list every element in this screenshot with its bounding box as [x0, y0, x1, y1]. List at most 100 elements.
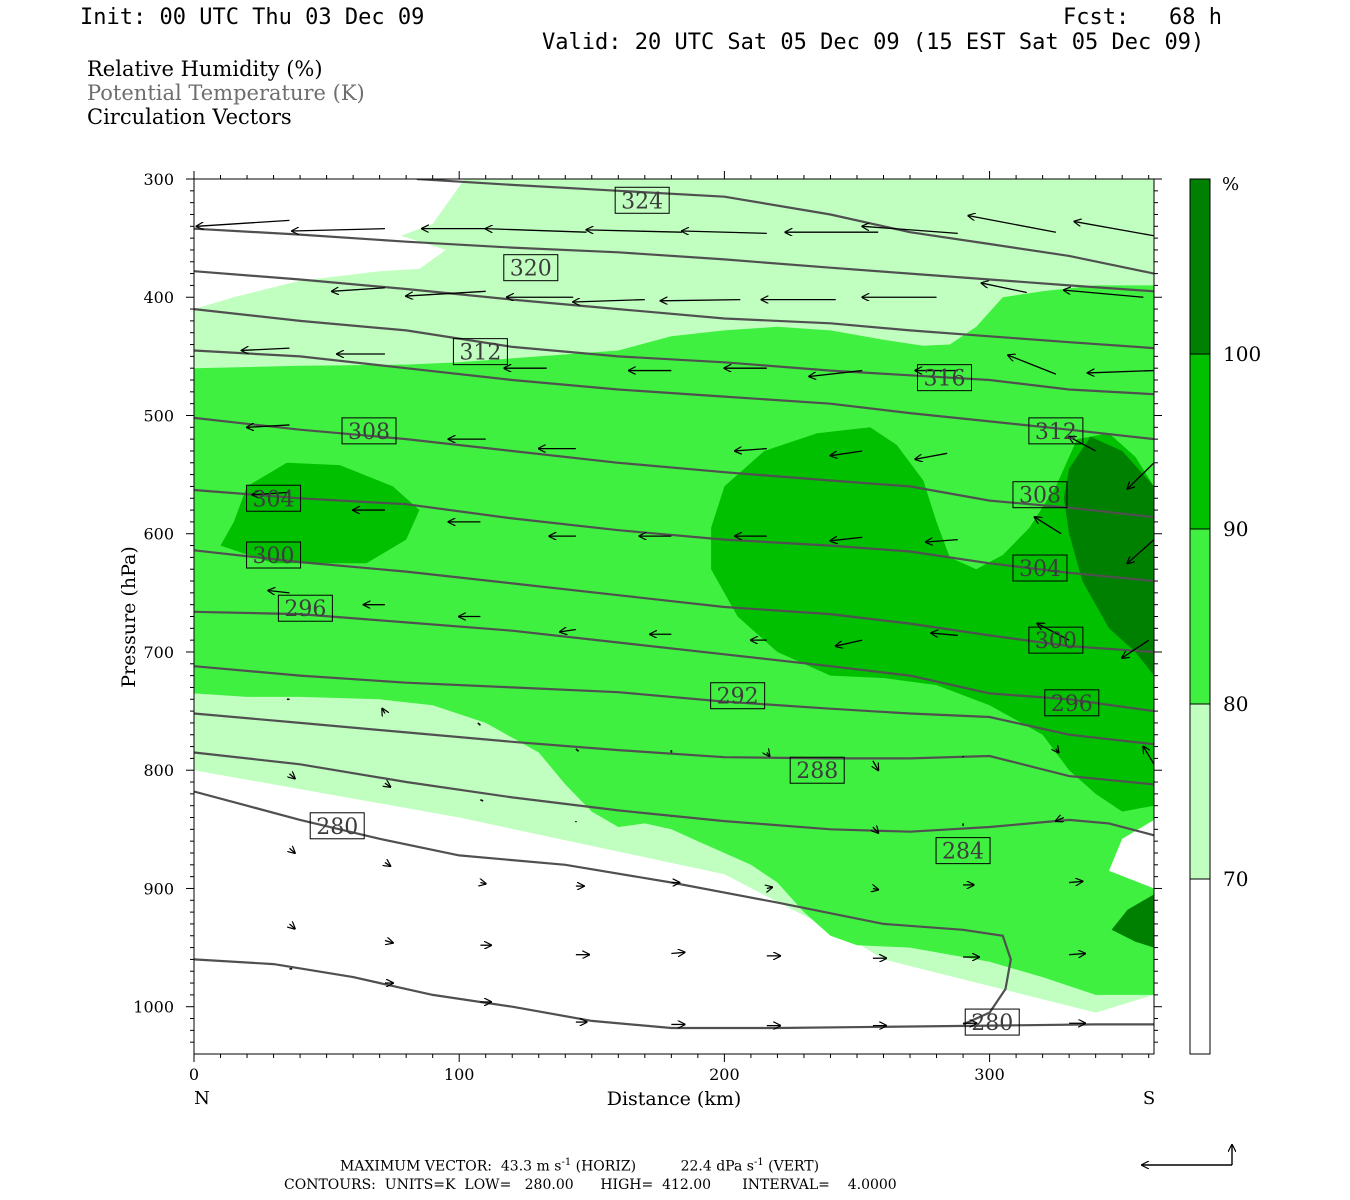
contour-label-300: 300	[1028, 626, 1084, 654]
circulation-vector	[968, 216, 1056, 233]
contour-label-box	[1012, 481, 1068, 509]
circulation-vector	[289, 774, 294, 779]
contour-label-box	[309, 812, 365, 840]
contour-label-text: 300	[253, 544, 295, 569]
circulation-vector	[382, 709, 385, 714]
colorbar-segment	[1189, 353, 1211, 530]
circulation-vector	[1074, 222, 1154, 237]
contour-label-text: 316	[923, 367, 965, 392]
contour-label-text: 296	[1051, 692, 1093, 717]
circulation-vector	[1056, 749, 1059, 753]
circulation-vector	[873, 827, 878, 833]
circulation-vector	[406, 290, 486, 296]
max-horizontal-tag: (HORIZ)	[575, 1158, 637, 1175]
contour-label-324: 324	[614, 186, 670, 214]
colorbar-segment	[1189, 528, 1211, 705]
circulation-vector	[385, 783, 390, 787]
circulation-vector	[1143, 747, 1154, 765]
x-tick-label: 200	[709, 1065, 740, 1084]
isentrope-296	[194, 610, 1154, 713]
circulation-vector	[682, 231, 767, 233]
y-tick-label: 500	[143, 406, 174, 425]
contour-label-text: 320	[510, 257, 552, 282]
contour-label-box	[789, 756, 845, 784]
x-tick-label: 0	[189, 1065, 199, 1084]
contour-label-text: 308	[348, 420, 390, 445]
contour-label-box	[1044, 689, 1100, 717]
circulation-vector	[1088, 371, 1154, 373]
contour-label-box	[246, 541, 302, 569]
circulation-vector	[197, 219, 290, 226]
circulation-vector	[247, 425, 290, 427]
contour-label-text: 292	[717, 685, 759, 710]
contour-label-box	[935, 837, 991, 865]
contour-label-304: 304	[1012, 554, 1068, 582]
circulation-vector	[1122, 639, 1150, 658]
colorbar-level-label: 100	[1223, 342, 1261, 366]
circulation-vector	[873, 760, 878, 770]
circulation-vector	[242, 348, 290, 350]
contour-label-288: 288	[789, 756, 845, 784]
circulation-vector	[573, 300, 645, 302]
contour-label-296: 296	[1044, 689, 1100, 717]
contour-label-320: 320	[503, 254, 559, 282]
isentrope-300	[194, 549, 1154, 654]
circulation-vector	[1037, 624, 1070, 641]
circulation-vector	[671, 952, 684, 953]
isentrope-280	[194, 958, 1154, 1030]
colorbar-level-label: 80	[1223, 692, 1248, 716]
contour-label-box	[1012, 554, 1068, 582]
circulation-vector	[575, 748, 580, 752]
colorbar-segment	[1189, 878, 1211, 1055]
circulation-vector	[915, 452, 948, 459]
contour-label-box	[614, 186, 670, 214]
contour-label-text: 312	[459, 341, 501, 366]
contour-label-box	[1028, 417, 1084, 445]
rh-region-90	[220, 462, 420, 564]
circulation-vector	[1035, 517, 1062, 535]
circulation-vector	[862, 226, 958, 235]
contour-label-text: 296	[284, 597, 326, 622]
isentrope-288	[194, 712, 1154, 786]
title-relative-humidity: Relative Humidity (%)	[87, 57, 323, 81]
contour-label-312: 312	[1028, 417, 1084, 445]
circulation-vector	[486, 229, 587, 233]
circulation-vector	[268, 590, 290, 592]
circulation-vector	[480, 799, 484, 802]
circulation-vector	[735, 449, 767, 451]
isentrope-320	[194, 270, 1154, 350]
title-potential-temperature: Potential Temperature (K)	[87, 81, 365, 105]
contour-label-box	[964, 1008, 1020, 1036]
circulation-vector	[1056, 818, 1065, 822]
circulation-vector	[873, 888, 878, 889]
x-axis-title: Distance (km)	[607, 1088, 742, 1110]
y-tick-label: 400	[143, 288, 174, 307]
circulation-vector	[926, 540, 958, 542]
x-tick-label: 300	[974, 1065, 1005, 1084]
contour-label-text: 304	[253, 487, 295, 512]
contour-label-box	[1028, 626, 1084, 654]
contours-info: CONTOURS: UNITS=K LOW= 280.00 HIGH= 412.…	[284, 1177, 897, 1193]
colorbar-level-label: 90	[1223, 517, 1248, 541]
contour-label-box	[503, 254, 559, 282]
contour-label-292: 292	[710, 682, 766, 710]
colorbar-segment	[1189, 703, 1211, 880]
circulation-vector	[289, 924, 294, 929]
contour-label-box	[916, 364, 972, 392]
reference-vector-icon	[1142, 1145, 1232, 1165]
circulation-vector	[1069, 881, 1082, 882]
colorbar-level-label: 70	[1223, 867, 1248, 891]
circulation-vector	[1127, 462, 1154, 489]
circulation-vector	[982, 283, 1027, 294]
circulation-vector	[1127, 539, 1154, 564]
colorbar-segment	[1189, 178, 1211, 355]
isentrope-292	[194, 665, 1154, 746]
contour-label-text: 280	[971, 1011, 1013, 1036]
circulation-vector	[480, 883, 485, 884]
y-tick-label: 600	[143, 525, 174, 544]
x-end-label-south: S	[1143, 1088, 1155, 1109]
max-vertical-exponent: -1	[753, 1157, 764, 1168]
rh-region-90	[711, 427, 1154, 812]
contour-label-text: 308	[1019, 484, 1061, 509]
